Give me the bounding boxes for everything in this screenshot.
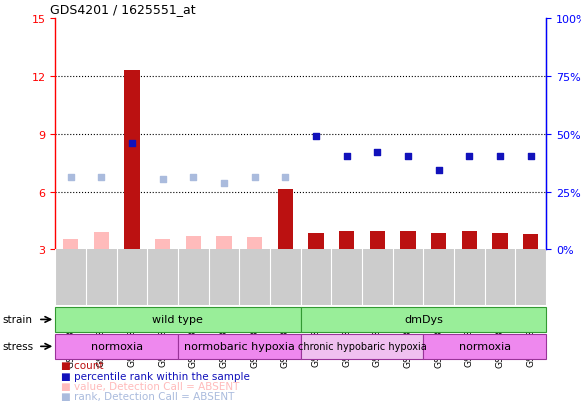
Bar <box>339 232 354 250</box>
Point <box>66 174 75 181</box>
Point <box>373 149 382 156</box>
Bar <box>124 71 139 250</box>
Text: normoxia: normoxia <box>91 342 142 351</box>
Point <box>465 153 474 160</box>
Bar <box>424 334 546 359</box>
Point <box>96 174 106 181</box>
Text: stress: stress <box>3 342 34 351</box>
Text: dmDys: dmDys <box>404 315 443 325</box>
Point <box>526 153 536 160</box>
Point <box>434 168 443 174</box>
Text: ■ value, Detection Call = ABSENT: ■ value, Detection Call = ABSENT <box>61 381 239 391</box>
Point <box>219 180 228 187</box>
Text: GDS4201 / 1625551_at: GDS4201 / 1625551_at <box>51 3 196 16</box>
Bar <box>278 189 293 250</box>
Text: strain: strain <box>3 315 33 325</box>
Bar <box>247 237 262 250</box>
Point <box>496 153 505 160</box>
Bar <box>185 236 201 250</box>
Point <box>281 174 290 181</box>
Bar <box>301 334 424 359</box>
Point <box>127 140 137 147</box>
Text: ■ count: ■ count <box>61 361 103 370</box>
Bar <box>94 233 109 250</box>
Bar <box>301 307 546 332</box>
Bar <box>309 233 324 250</box>
Point <box>342 153 352 160</box>
Point <box>311 134 321 140</box>
Bar <box>55 334 178 359</box>
Bar <box>431 233 446 250</box>
Bar <box>462 232 477 250</box>
Bar <box>55 307 301 332</box>
Bar <box>523 235 539 250</box>
Point <box>189 174 198 181</box>
Point <box>403 153 413 160</box>
Text: wild type: wild type <box>152 315 203 325</box>
Text: normoxia: normoxia <box>459 342 511 351</box>
Bar <box>400 232 416 250</box>
Text: chronic hypobaric hypoxia: chronic hypobaric hypoxia <box>297 342 426 351</box>
Bar <box>178 334 301 359</box>
Bar <box>370 232 385 250</box>
Bar <box>155 239 170 250</box>
Bar <box>493 233 508 250</box>
Text: ■ rank, Detection Call = ABSENT: ■ rank, Detection Call = ABSENT <box>61 392 234 401</box>
Text: ■ percentile rank within the sample: ■ percentile rank within the sample <box>61 371 250 381</box>
Point <box>250 174 259 181</box>
Point <box>158 176 167 183</box>
Bar <box>216 236 232 250</box>
Bar <box>63 239 78 250</box>
Text: normobaric hypoxia: normobaric hypoxia <box>184 342 295 351</box>
